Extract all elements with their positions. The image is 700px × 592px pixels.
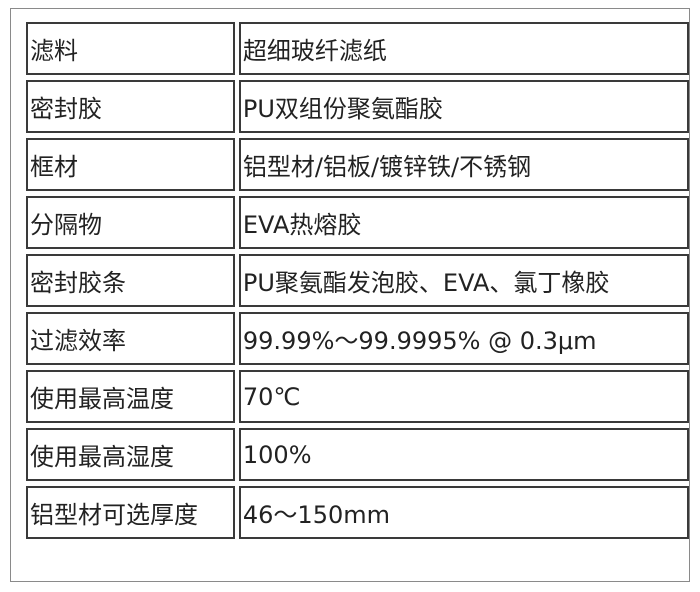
spec-label: 使用最高温度 bbox=[26, 370, 235, 423]
spec-label: 密封胶 bbox=[26, 80, 235, 133]
table-row: 使用最高湿度 100% bbox=[26, 428, 689, 481]
spec-value: 46～150mm bbox=[238, 486, 689, 539]
spec-label: 使用最高湿度 bbox=[26, 428, 235, 481]
table-row: 滤料 超细玻纤滤纸 bbox=[26, 22, 689, 75]
spec-value: 100% bbox=[238, 428, 689, 481]
table-row: 框材 铝型材/铝板/镀锌铁/不锈钢 bbox=[26, 138, 689, 191]
spec-value: 超细玻纤滤纸 bbox=[238, 22, 689, 75]
table-row: 铝型材可选厚度 46～150mm bbox=[26, 486, 689, 539]
spec-label: 框材 bbox=[26, 138, 235, 191]
spec-label: 滤料 bbox=[26, 22, 235, 75]
table-frame: 滤料 超细玻纤滤纸 密封胶 PU双组份聚氨酯胶 框材 铝型材/铝板/镀锌铁/不锈钢 分隔物 E… bbox=[10, 8, 690, 582]
table-row: 密封胶条 PU聚氨酯发泡胶、EVA、氯丁橡胶 bbox=[26, 254, 689, 307]
spec-label: 过滤效率 bbox=[26, 312, 235, 365]
table-row: 过滤效率 99.99%～99.9995% @ 0.3μm bbox=[26, 312, 689, 365]
spec-value: EVA热熔胶 bbox=[238, 196, 689, 249]
table-row: 密封胶 PU双组份聚氨酯胶 bbox=[26, 80, 689, 133]
spec-table: 滤料 超细玻纤滤纸 密封胶 PU双组份聚氨酯胶 框材 铝型材/铝板/镀锌铁/不锈钢 分隔物 E… bbox=[22, 17, 693, 544]
table-row: 分隔物 EVA热熔胶 bbox=[26, 196, 689, 249]
spec-value: PU双组份聚氨酯胶 bbox=[238, 80, 689, 133]
spec-value: 99.99%～99.9995% @ 0.3μm bbox=[238, 312, 689, 365]
spec-label: 铝型材可选厚度 bbox=[26, 486, 235, 539]
spec-label: 密封胶条 bbox=[26, 254, 235, 307]
spec-value: 铝型材/铝板/镀锌铁/不锈钢 bbox=[238, 138, 689, 191]
table-row: 使用最高温度 70℃ bbox=[26, 370, 689, 423]
spec-value: 70℃ bbox=[238, 370, 689, 423]
spec-value: PU聚氨酯发泡胶、EVA、氯丁橡胶 bbox=[238, 254, 689, 307]
spec-label: 分隔物 bbox=[26, 196, 235, 249]
